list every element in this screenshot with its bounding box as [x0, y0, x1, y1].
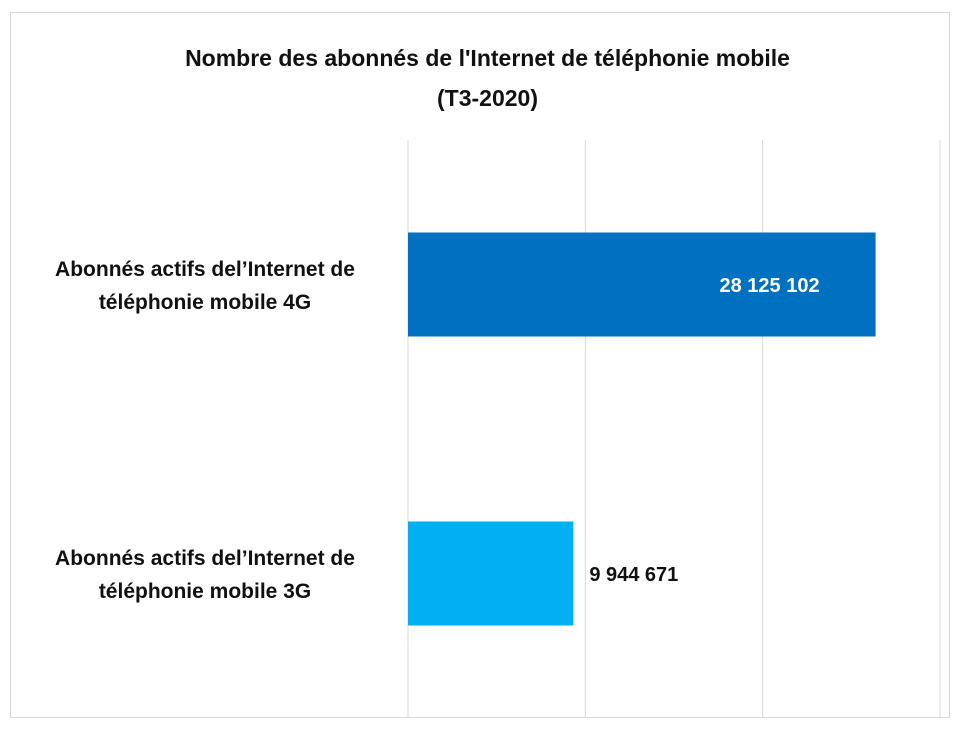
category-label: Abonnés actifs del’Internet de téléphoni… [55, 546, 355, 603]
bar [408, 521, 574, 626]
chart-frame [10, 12, 950, 718]
data-label: 28 125 102 [719, 275, 819, 297]
chart-title: Nombre des abonnés de l'Internet de télé… [185, 45, 790, 111]
category-label: Abonnés actifs del’Internet de téléphoni… [55, 257, 355, 314]
bar [408, 232, 876, 337]
data-label: 9 944 671 [589, 564, 678, 586]
